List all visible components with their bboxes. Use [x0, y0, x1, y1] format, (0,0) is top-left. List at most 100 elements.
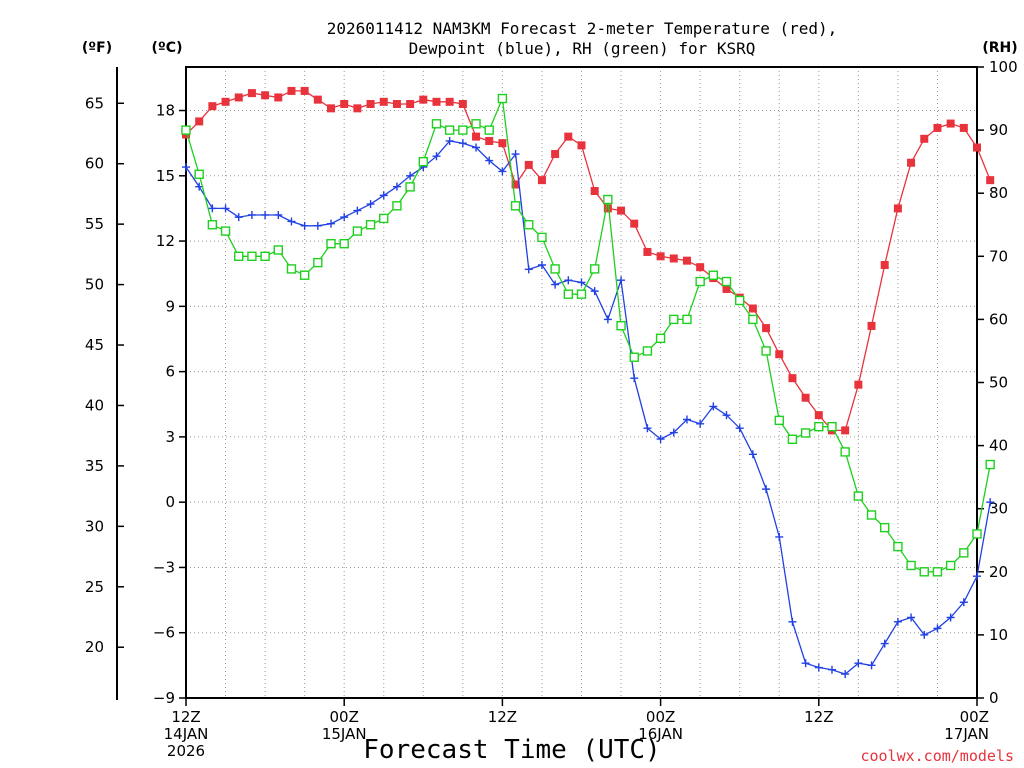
temperature-point — [353, 104, 362, 113]
dewpoint-point — [313, 221, 322, 230]
rh-point — [655, 333, 666, 344]
temperature-point — [630, 219, 639, 228]
dewpoint-point — [274, 210, 283, 219]
rh-point — [932, 567, 943, 577]
temperature-point — [986, 176, 995, 185]
temperature-point — [617, 206, 626, 215]
rh-point — [405, 182, 415, 192]
rh-point — [484, 125, 494, 135]
rh-point — [748, 314, 758, 325]
temperature-point — [392, 99, 401, 108]
dewpoint-point — [907, 613, 916, 622]
dewpoint-point — [643, 424, 652, 433]
dewpoint-point — [762, 485, 771, 494]
dewpoint-point — [551, 280, 560, 289]
temperature-point — [300, 86, 309, 95]
dewpoint-point — [182, 163, 190, 172]
rh-point — [985, 459, 995, 470]
fahrenheit-tick-label: 65 — [85, 94, 104, 112]
rh-tick-label: 70 — [989, 247, 1008, 265]
dewpoint-point — [630, 374, 639, 383]
dewpoint-point — [788, 617, 797, 626]
temperature-point — [564, 132, 573, 141]
rh-point — [326, 238, 336, 249]
dewpoint-point — [682, 415, 691, 424]
rh-point — [972, 529, 982, 539]
dewpoint-point — [827, 665, 836, 674]
temperature-point — [261, 91, 270, 100]
dewpoint-point — [524, 265, 533, 274]
temperature-point — [221, 97, 230, 106]
rh-tick-label: 50 — [989, 374, 1008, 392]
rh-point — [880, 522, 890, 533]
rh-point — [959, 548, 969, 558]
temperature-point — [814, 411, 823, 420]
celsius-tick-label: 12 — [156, 232, 175, 250]
dewpoint-point — [959, 598, 968, 607]
temperature-point — [973, 143, 981, 152]
rh-point — [695, 276, 705, 287]
celsius-tick-label: 9 — [165, 297, 175, 315]
temperature-point — [854, 380, 863, 389]
temperature-point — [669, 254, 678, 263]
dewpoint-point — [880, 639, 889, 648]
rh-point — [458, 125, 468, 135]
rh-tick-label: 40 — [989, 437, 1008, 455]
dewpoint-point — [353, 206, 362, 215]
dewpoint-point — [801, 659, 810, 668]
rh-point — [800, 428, 811, 438]
rh-point — [669, 314, 679, 325]
rh-point — [919, 567, 929, 577]
celsius-tick-label: 15 — [156, 167, 175, 185]
rh-point — [510, 201, 521, 211]
celsius-tick-label: 0 — [165, 493, 175, 511]
rh-point — [682, 314, 692, 325]
temperature-point — [537, 176, 546, 185]
rh-point — [247, 251, 257, 262]
dewpoint-point — [221, 204, 230, 213]
temperature-point — [643, 247, 652, 256]
rh-point — [735, 295, 745, 306]
dewpoint-point — [920, 630, 929, 639]
rh-point — [260, 251, 270, 262]
chart-title-line2: Dewpoint (blue), RH (green) for KSRQ — [409, 39, 756, 58]
rh-point — [273, 245, 283, 255]
celsius-tick-label: −9 — [153, 689, 175, 707]
dewpoint-point — [577, 278, 586, 287]
x-tick-label: 12Z — [171, 708, 200, 726]
dewpoint-point — [537, 261, 546, 270]
rh-point — [392, 201, 402, 211]
dewpoint-point — [933, 624, 942, 633]
x-tick-label: 12Z — [488, 708, 517, 726]
rh-tick-label: 90 — [989, 121, 1008, 139]
temperature-point — [551, 150, 560, 159]
dewpoint-point — [722, 411, 731, 420]
rh-point — [286, 264, 297, 274]
dewpoint-point — [472, 143, 481, 152]
temperature-point — [287, 86, 296, 95]
rh-point — [866, 510, 877, 520]
rh-point — [524, 220, 534, 230]
dewpoint-point — [893, 617, 902, 626]
dewpoint-point — [669, 428, 678, 437]
dewpoint-point — [234, 213, 243, 222]
series-relative-humidity — [181, 93, 995, 577]
dewpoint-point — [867, 661, 876, 670]
rh-point — [444, 125, 455, 135]
rh-point — [418, 156, 428, 167]
rh-point — [576, 289, 587, 299]
fahrenheit-tick-label: 25 — [85, 578, 104, 596]
temperature-point — [682, 256, 691, 265]
rh-point — [642, 346, 653, 356]
temperature-point — [498, 139, 507, 148]
temperature-point — [327, 104, 336, 113]
temperature-point — [445, 97, 454, 106]
dewpoint-point — [511, 150, 520, 159]
dewpoint-point — [445, 136, 454, 145]
rh-point — [563, 289, 574, 299]
celsius-tick-label: −6 — [153, 624, 175, 642]
temperature-point — [603, 204, 612, 213]
x-tick-label: 17JAN — [944, 725, 989, 743]
temperature-point — [432, 97, 441, 106]
